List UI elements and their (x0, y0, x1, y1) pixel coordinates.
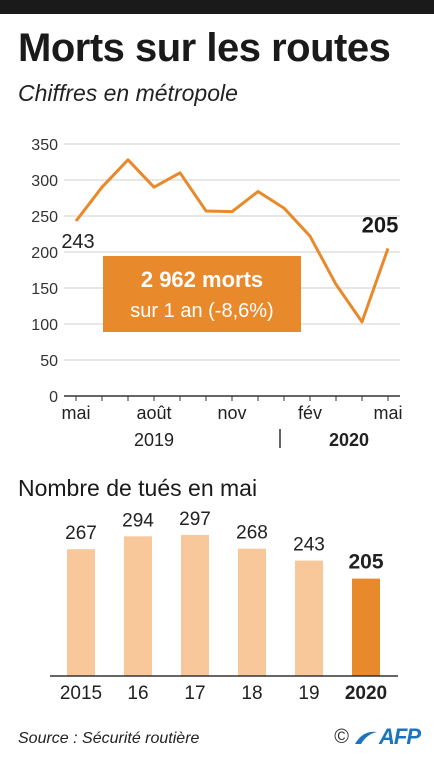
bar (67, 549, 95, 676)
y-tick-label: 350 (31, 137, 58, 154)
bar-category-label: 16 (127, 683, 148, 704)
x-tick-label: fév (298, 403, 322, 423)
year-label: 2020 (329, 430, 369, 450)
bar (295, 560, 323, 676)
bar-category-label: 17 (184, 683, 205, 704)
bar (352, 578, 380, 676)
y-tick-label: 300 (31, 173, 58, 190)
bar-category-label: 2015 (60, 683, 102, 704)
afp-swoosh-icon (355, 731, 377, 744)
bar-value-label: 294 (122, 510, 154, 531)
y-tick-label: 150 (31, 281, 58, 298)
y-tick-label: 0 (49, 389, 58, 406)
bar (124, 536, 152, 676)
x-tick-label: mai (373, 403, 402, 423)
bar-value-label: 268 (236, 523, 268, 544)
bar-value-label: 297 (179, 509, 211, 530)
bar-value-label: 243 (293, 535, 325, 556)
page-subtitle: Chiffres en métropole (18, 80, 238, 106)
top-bar (0, 0, 434, 14)
y-tick-label: 200 (31, 245, 58, 262)
afp-mark: AFP (353, 724, 421, 750)
y-tick-label: 250 (31, 209, 58, 226)
year-label: 2019 (134, 430, 174, 450)
bar-value-label: 267 (65, 523, 97, 544)
bar-value-label: 205 (348, 551, 383, 574)
x-tick-label: août (136, 403, 171, 423)
bar-category-label: 2020 (345, 683, 387, 704)
afp-logo: © AFP (334, 724, 421, 750)
x-tick-label: nov (217, 403, 246, 423)
end-value-label: 205 (362, 212, 399, 237)
bar-category-label: 19 (298, 683, 319, 704)
afp-text: AFP (379, 724, 421, 749)
callout-line1: 2 962 morts (141, 267, 263, 292)
source-note: Source : Sécurité routière (18, 730, 200, 747)
bar (238, 548, 266, 676)
callout-box (103, 256, 301, 332)
copyright-symbol: © (334, 725, 349, 748)
callout-line2: sur 1 an (-8,6%) (130, 300, 273, 322)
y-tick-label: 50 (40, 353, 58, 370)
start-value-label: 243 (61, 231, 94, 253)
x-tick-label: mai (61, 403, 90, 423)
bar-category-label: 18 (241, 683, 262, 704)
y-tick-label: 100 (31, 317, 58, 334)
page-title: Morts sur les routes (18, 26, 391, 70)
bar-chart-title: Nombre de tués en mai (18, 475, 258, 501)
bar (181, 534, 209, 676)
line-chart: 0 50 100 150 200 250 300 350 mai août nov fév mai 201… (31, 137, 402, 450)
